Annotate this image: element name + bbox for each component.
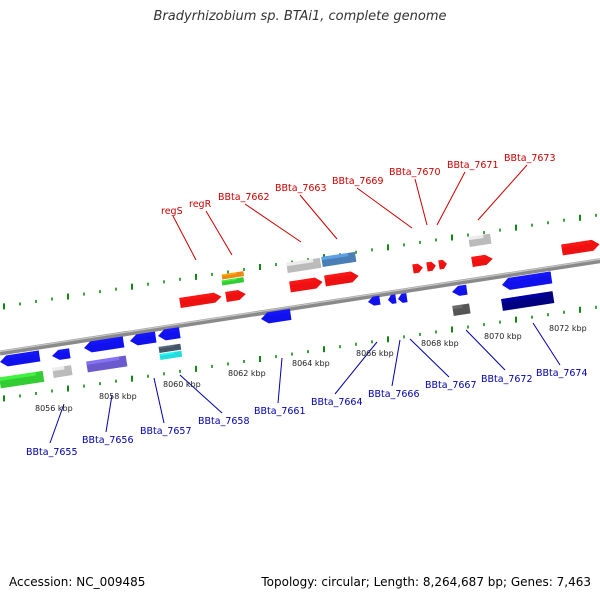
accession-label: Accession: NC_009485 bbox=[9, 575, 146, 589]
gene-arrow-BBta_7658 bbox=[158, 327, 181, 341]
gene-box-steel bbox=[321, 251, 357, 267]
gene-box-grey-2 bbox=[468, 233, 492, 247]
gene-box-grey-3 bbox=[52, 365, 73, 378]
callout-BBta_7671-text: BBta_7671 bbox=[447, 160, 499, 171]
gene-arrow-regS bbox=[179, 292, 222, 308]
genome-backbone bbox=[0, 258, 600, 356]
callout-BBta_7669-text: BBta_7669 bbox=[332, 176, 384, 187]
gene-box-cyan bbox=[159, 350, 183, 360]
kbp-label: 8058 kbp bbox=[99, 392, 137, 401]
callout-BBta_7661-text: BBta_7661 bbox=[254, 406, 306, 417]
kbp-label: 8064 kbp bbox=[292, 359, 330, 368]
gene-arrow-BBta_7666b bbox=[398, 293, 408, 303]
callout-BBta_7673: BBta_7673 bbox=[477, 153, 556, 221]
kbp-axis-labels: 8056 kbp 8058 kbp 8060 kbp 8062 kbp 8064 kbp… bbox=[35, 324, 587, 413]
callout-BBta_7667: BBta_7667 bbox=[409, 338, 477, 391]
callout-regS: regS bbox=[161, 206, 197, 261]
gene-arrow-BBta_7656b bbox=[84, 336, 125, 353]
reverse-strand-ruler bbox=[3, 305, 597, 402]
gene-label-callouts: regS regR BBta_7662 BBta_7663 BBta_7669 BBta_… bbox=[26, 153, 588, 458]
callout-BBta_7674: BBta_7674 bbox=[532, 322, 588, 379]
callout-BBta_7662: BBta_7662 bbox=[218, 192, 302, 243]
callout-BBta_7663: BBta_7663 bbox=[275, 183, 338, 240]
gene-arrow-BBta_7662 bbox=[289, 277, 323, 293]
callout-BBta_7664: BBta_7664 bbox=[311, 341, 378, 408]
gene-box-BBta_7655-green bbox=[0, 370, 45, 389]
callout-BBta_7672: BBta_7672 bbox=[465, 329, 533, 385]
gene-arrow-BBta_7666a bbox=[388, 294, 397, 304]
kbp-label: 8062 kbp bbox=[228, 369, 266, 378]
callout-BBta_7658: BBta_7658 bbox=[179, 374, 250, 427]
callout-BBta_7655-text: BBta_7655 bbox=[26, 447, 78, 458]
gene-arrow-BBta_7667 bbox=[452, 284, 468, 296]
gene-arrow-BBta_7663 bbox=[324, 271, 359, 287]
gene-arrow-BBta_7664 bbox=[368, 295, 381, 306]
topology-summary: Topology: circular; Length: 8,264,687 bp… bbox=[261, 575, 591, 589]
callout-BBta_7656: BBta_7656 bbox=[82, 394, 134, 446]
gene-features bbox=[0, 233, 600, 389]
backbone-line bbox=[0, 258, 600, 356]
callout-BBta_7661: BBta_7661 bbox=[254, 357, 306, 417]
callout-BBta_7666-text: BBta_7666 bbox=[368, 389, 420, 400]
callout-regR-text: regR bbox=[189, 199, 212, 210]
forward-strand-ruler bbox=[3, 213, 597, 310]
callout-BBta_7674-text: BBta_7674 bbox=[536, 368, 588, 379]
gene-box-darkgrey bbox=[452, 303, 471, 316]
kbp-label: 8068 kbp bbox=[421, 339, 459, 348]
callout-regS-text: regS bbox=[161, 206, 183, 217]
gene-arrow-BBta_7672 bbox=[502, 271, 553, 290]
gene-arrow-BBta_7661 bbox=[261, 309, 292, 324]
backbone-highlight bbox=[0, 258, 600, 353]
gene-arrow-BBta_7669 bbox=[412, 263, 423, 274]
gene-arrow-BBta_7670a bbox=[426, 261, 436, 272]
title: Bradyrhizobium sp. BTAi1, complete genom… bbox=[153, 9, 447, 24]
callout-BBta_7663-text: BBta_7663 bbox=[275, 183, 327, 194]
callout-regR: regR bbox=[189, 199, 233, 256]
gene-arrow-BBta_7656a bbox=[52, 348, 71, 360]
callout-BBta_7656-text: BBta_7656 bbox=[82, 435, 134, 446]
gene-box-regR-green bbox=[221, 277, 245, 286]
kbp-label: 8066 kbp bbox=[356, 349, 394, 358]
kbp-label: 8070 kbp bbox=[484, 332, 522, 341]
gene-box-regR-orange bbox=[221, 271, 245, 280]
callout-BBta_7662-text: BBta_7662 bbox=[218, 192, 270, 203]
kbp-label: 8056 kbp bbox=[35, 404, 73, 413]
kbp-label: 8072 kbp bbox=[549, 324, 587, 333]
callout-BBta_7657-text: BBta_7657 bbox=[140, 426, 192, 437]
callout-BBta_7672-text: BBta_7672 bbox=[481, 374, 533, 385]
callout-BBta_7671: BBta_7671 bbox=[436, 160, 499, 226]
gene-arrow-BBta_7671 bbox=[471, 254, 493, 267]
kbp-label: 8060 kbp bbox=[163, 380, 201, 389]
gene-box-navy bbox=[501, 291, 555, 311]
callout-BBta_7666: BBta_7666 bbox=[368, 339, 420, 400]
gene-arrow-BBta_7655a bbox=[0, 350, 41, 367]
callout-BBta_7655: BBta_7655 bbox=[26, 403, 78, 458]
gene-arrow-regR bbox=[225, 290, 246, 302]
gene-box-purple bbox=[86, 355, 128, 373]
gene-arrow-BBta_7673 bbox=[561, 239, 600, 256]
gene-box-slate bbox=[158, 343, 182, 353]
callout-BBta_7657: BBta_7657 bbox=[140, 377, 192, 437]
callout-BBta_7658-text: BBta_7658 bbox=[198, 416, 250, 427]
callout-BBta_7673-text: BBta_7673 bbox=[504, 153, 556, 164]
callout-BBta_7670: BBta_7670 bbox=[389, 167, 441, 226]
gene-arrow-BBta_7670b bbox=[438, 259, 447, 270]
callout-BBta_7669: BBta_7669 bbox=[332, 176, 413, 229]
gene-arrow-BBta_7657 bbox=[130, 331, 157, 346]
gene-box-grey-1 bbox=[286, 257, 322, 273]
callout-BBta_7670-text: BBta_7670 bbox=[389, 167, 441, 178]
callout-BBta_7664-text: BBta_7664 bbox=[311, 397, 363, 408]
callout-BBta_7667-text: BBta_7667 bbox=[425, 380, 477, 391]
